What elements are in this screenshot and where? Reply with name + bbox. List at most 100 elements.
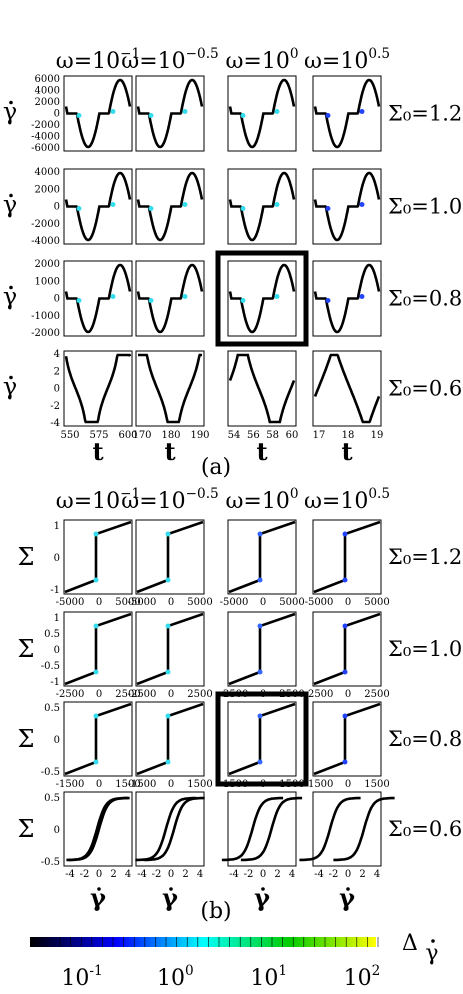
x-tick-label: -2 <box>152 869 162 880</box>
highlight-marker <box>274 294 280 299</box>
y-tick-label: 0 <box>54 384 60 395</box>
series-line <box>228 612 296 686</box>
subplot-frame <box>63 791 133 867</box>
x-tick-label: -5000 <box>56 597 85 608</box>
highlight-marker <box>342 577 348 583</box>
x-tick-label: -4 <box>229 869 239 880</box>
highlight-marker <box>359 109 365 114</box>
y-tick-label: 1000 <box>35 276 60 287</box>
series-line <box>333 796 395 862</box>
highlight-marker <box>93 577 99 583</box>
y-tick-label: 0 <box>54 202 60 213</box>
col-header-b: ω=10−0.5 <box>121 486 218 514</box>
x-axis-label-b-dot <box>169 887 173 891</box>
highlight-marker <box>93 669 99 675</box>
y-tick-label: 4 <box>54 349 60 360</box>
x-tick-label: 0 <box>345 779 351 790</box>
y-axis-label-a-dot <box>9 193 13 198</box>
x-tick-label: 5000 <box>279 597 304 608</box>
series-line <box>313 702 381 776</box>
colorbar-tick-label: 102 <box>344 963 381 991</box>
series-line <box>136 78 204 149</box>
y-tick-label: -2000 <box>31 328 60 339</box>
highlight-marker <box>257 669 263 675</box>
y-tick-label: -0.5 <box>41 767 60 778</box>
y-tick-label: 0.5 <box>44 793 60 804</box>
subplot-frame <box>135 75 205 152</box>
x-tick-label: -1500 <box>305 779 334 790</box>
series-line <box>228 702 296 776</box>
subplot-frame <box>227 519 297 595</box>
x-axis-label-a: t <box>341 437 352 466</box>
y-tick-label: 4000 <box>35 86 60 97</box>
x-tick-label: 5000 <box>115 597 140 608</box>
y-tick-label: 0 <box>54 645 60 656</box>
x-axis-label-b-dot <box>346 887 350 891</box>
highlight-marker <box>325 298 331 303</box>
subplot-frame <box>63 519 133 595</box>
row-label-b: Σ₀=1.0 <box>388 637 462 661</box>
y-tick-label: 1 <box>54 613 60 624</box>
x-tick-label: 54 <box>228 430 241 441</box>
highlight-marker <box>93 713 99 719</box>
col-header-a: ω=100 <box>225 46 298 74</box>
row-label-a: Σ₀=1.2 <box>388 102 462 126</box>
series-line <box>64 78 132 149</box>
col-header-b: ω=100 <box>225 486 298 514</box>
x-tick-label: 0 <box>260 597 266 608</box>
y-axis-label-b: Σ <box>18 543 35 571</box>
series-line <box>64 171 132 242</box>
highlight-marker <box>342 623 348 629</box>
series-line <box>68 796 130 862</box>
x-tick-label: 0 <box>96 869 102 880</box>
y-tick-label: 0 <box>54 825 60 836</box>
col-header-b: ω=10−1 <box>56 486 140 514</box>
highlight-marker <box>182 294 188 299</box>
x-tick-label: 58 <box>266 430 279 441</box>
subplot-frame <box>312 611 382 687</box>
subplot-frame <box>227 260 297 337</box>
x-tick-label: -5000 <box>220 597 249 608</box>
x-tick-label: 4 <box>197 869 203 880</box>
x-tick-label: -5000 <box>305 597 334 608</box>
highlight-marker <box>342 531 348 537</box>
x-tick-label: 4 <box>374 869 380 880</box>
highlight-marker <box>110 202 116 207</box>
x-tick-label: 0 <box>168 869 174 880</box>
x-tick-label: 2500 <box>115 689 140 700</box>
subplot-frame <box>227 168 297 245</box>
y-tick-label: 1 <box>54 521 60 532</box>
col-header-a: ω=10−0.5 <box>121 46 218 74</box>
series-line <box>313 353 381 424</box>
y-axis-label-a: γ <box>3 283 17 311</box>
subplot-frame <box>135 168 205 245</box>
y-tick-label: 2 <box>54 366 60 377</box>
series-line <box>228 78 296 149</box>
x-tick-label: -2 <box>329 869 339 880</box>
series-line <box>138 353 202 424</box>
x-tick-label: 1500 <box>187 779 212 790</box>
series-line <box>221 796 284 862</box>
highlight-marker <box>359 294 365 299</box>
y-tick-label: -2000 <box>31 120 60 131</box>
highlight-marker <box>76 113 82 118</box>
subplot-frame <box>135 350 205 427</box>
x-axis-label-a: t <box>164 437 175 466</box>
y-tick-label: -0.5 <box>41 857 60 868</box>
y-tick-label: 0 <box>54 294 60 305</box>
highlight-marker <box>165 531 171 537</box>
series-line <box>64 520 132 594</box>
subplot-frame <box>63 611 133 687</box>
y-tick-label: 2000 <box>35 97 60 108</box>
highlight-marker <box>148 206 154 211</box>
x-tick-label: -5000 <box>128 597 157 608</box>
highlight-marker <box>325 206 331 211</box>
x-tick-label: 56 <box>247 430 260 441</box>
subplot-frame <box>312 260 382 337</box>
x-axis-label-b: γ <box>162 883 178 912</box>
series-line <box>64 612 132 686</box>
colorbar-label-dot <box>431 939 435 943</box>
y-tick-label: 0 <box>54 553 60 564</box>
highlight-marker <box>165 577 171 583</box>
